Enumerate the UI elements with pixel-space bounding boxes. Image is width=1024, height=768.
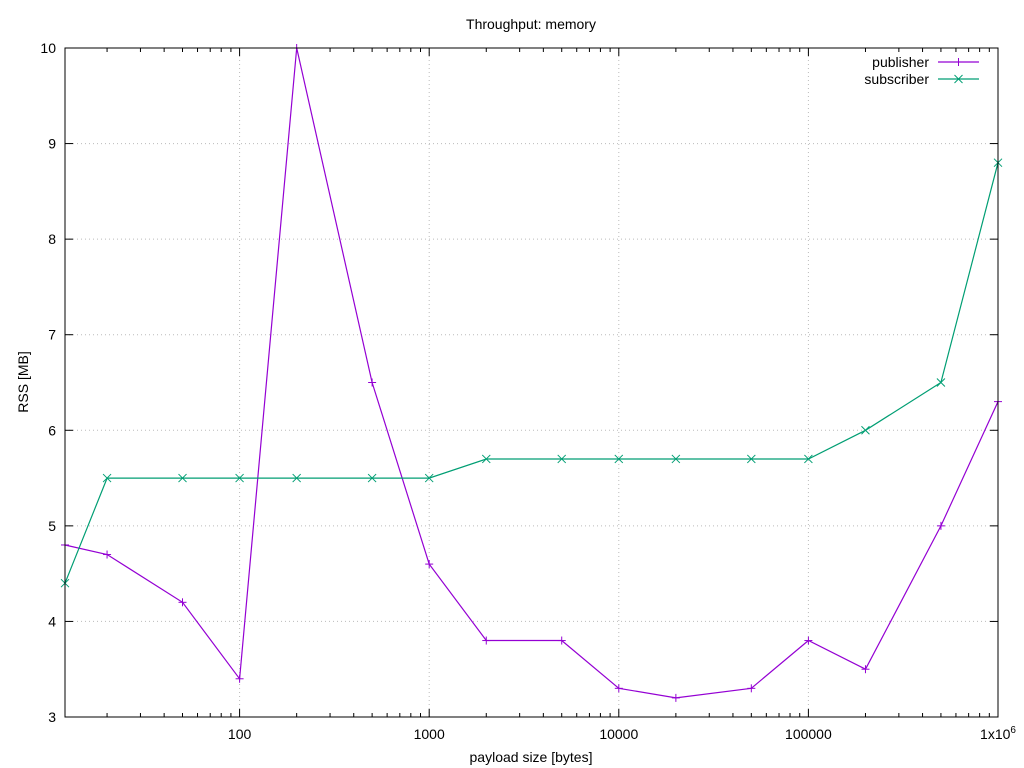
y-tick-label: 6 (48, 422, 56, 438)
x-tick-label: 1x106 (980, 725, 1016, 742)
y-tick-label: 3 (48, 709, 56, 725)
x-axis-ticks: 100 1000 10000 100000 1x106 (106, 48, 1016, 742)
x-axis-label: payload size [bytes] (470, 749, 593, 765)
y-tick-label: 5 (48, 518, 56, 534)
y-axis-ticks: 3 4 5 6 7 8 9 10 (40, 40, 998, 725)
y-tick-label: 8 (48, 231, 56, 247)
svg-text:publisher: publisher (872, 54, 929, 70)
x-tick-label: 100 (228, 726, 252, 742)
y-tick-label: 10 (40, 40, 56, 56)
y-tick-label: 9 (48, 136, 56, 152)
x-tick-label: 100000 (785, 726, 832, 742)
x-tick-label: 1000 (414, 726, 445, 742)
chart-title: Throughput: memory (466, 16, 596, 32)
y-tick-label: 4 (48, 613, 56, 629)
plot-frame (64, 47, 999, 718)
svg-text:subscriber: subscriber (864, 71, 929, 87)
grid-lines (65, 48, 998, 717)
series-subscriber (60, 158, 1003, 588)
x-tick-label: 10000 (599, 726, 638, 742)
series-lines (60, 44, 1003, 702)
series-publisher (61, 44, 1002, 702)
legend-item-publisher: publisher (872, 54, 979, 70)
y-axis-label: RSS [MB] (15, 351, 31, 412)
legend-item-subscriber: subscriber (864, 71, 979, 87)
y-tick-label: 7 (48, 327, 56, 343)
